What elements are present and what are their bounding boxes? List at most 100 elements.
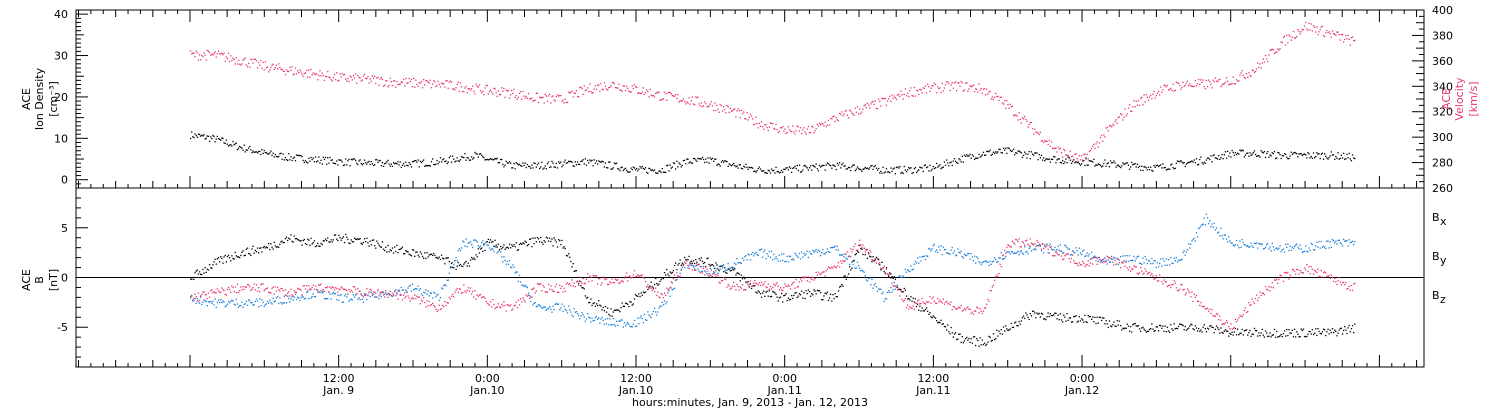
bx-point bbox=[741, 275, 742, 276]
bz-point bbox=[521, 301, 522, 302]
bz-point bbox=[366, 288, 367, 289]
bz-point bbox=[258, 287, 259, 288]
velocity-point bbox=[546, 95, 547, 96]
velocity-point bbox=[794, 133, 795, 134]
velocity-point bbox=[1055, 148, 1056, 149]
velocity-point bbox=[1211, 87, 1212, 88]
by-point bbox=[750, 259, 751, 260]
velocity-point bbox=[1347, 35, 1348, 36]
bx-point bbox=[528, 244, 529, 245]
bx-point bbox=[230, 260, 231, 261]
velocity-point bbox=[474, 93, 475, 94]
by-point bbox=[1178, 260, 1179, 261]
velocity-point bbox=[413, 78, 414, 79]
bx-point bbox=[344, 242, 345, 243]
bx-point bbox=[609, 315, 610, 316]
velocity-point bbox=[576, 90, 577, 91]
velocity-point bbox=[792, 125, 793, 126]
bx-point bbox=[860, 248, 861, 249]
density-point bbox=[854, 164, 855, 165]
velocity-point bbox=[964, 90, 965, 91]
velocity-point bbox=[1282, 42, 1283, 43]
velocity-point bbox=[380, 78, 381, 79]
bz-point bbox=[216, 293, 217, 294]
density-point bbox=[1217, 158, 1218, 159]
velocity-point bbox=[690, 104, 691, 105]
velocity-point bbox=[940, 92, 941, 93]
density-point bbox=[264, 150, 265, 151]
bx-point bbox=[972, 343, 973, 344]
velocity-point bbox=[326, 76, 327, 77]
by-point bbox=[596, 316, 597, 317]
density-point bbox=[1062, 160, 1063, 161]
by-point bbox=[346, 296, 347, 297]
by-point bbox=[1301, 248, 1302, 249]
by-point bbox=[1293, 248, 1294, 249]
density-point bbox=[860, 169, 861, 170]
by-point bbox=[875, 283, 876, 284]
density-point bbox=[609, 162, 610, 163]
velocity-point bbox=[306, 70, 307, 71]
bx-point bbox=[1133, 323, 1134, 324]
by-point bbox=[345, 294, 346, 295]
density-point bbox=[818, 170, 819, 171]
density-point bbox=[278, 156, 279, 157]
bx-point bbox=[449, 261, 450, 262]
by-point bbox=[425, 289, 426, 290]
density-point bbox=[443, 158, 444, 159]
by-point bbox=[997, 261, 998, 262]
density-point bbox=[877, 170, 878, 171]
by-point bbox=[373, 294, 374, 295]
velocity-point bbox=[523, 95, 524, 96]
bx-point bbox=[801, 291, 802, 292]
by-point bbox=[354, 296, 355, 297]
density-axis-title-2: Ion Density bbox=[33, 67, 46, 130]
velocity-point bbox=[237, 63, 238, 64]
density-point bbox=[250, 149, 251, 150]
bx-point bbox=[1217, 327, 1218, 328]
density-point bbox=[1049, 158, 1050, 159]
velocity-point bbox=[500, 94, 501, 95]
bx-point bbox=[240, 255, 241, 256]
by-point bbox=[851, 262, 852, 263]
velocity-point bbox=[775, 124, 776, 125]
bx-point bbox=[1001, 329, 1002, 330]
by-point bbox=[461, 247, 462, 248]
by-point bbox=[266, 303, 267, 304]
bx-point bbox=[471, 257, 472, 258]
bx-point bbox=[308, 240, 309, 241]
bx-point bbox=[555, 239, 556, 240]
bx-point bbox=[971, 338, 972, 339]
by-point bbox=[226, 305, 227, 306]
velocity-point bbox=[1082, 160, 1083, 161]
bx-point bbox=[257, 248, 258, 249]
density-point bbox=[837, 163, 838, 164]
velocity-point bbox=[230, 55, 231, 56]
density-point bbox=[546, 168, 547, 169]
bx-point bbox=[1171, 328, 1172, 329]
bx-point bbox=[1248, 332, 1249, 333]
velocity-point bbox=[1107, 127, 1108, 128]
velocity-point bbox=[223, 53, 224, 54]
density-point bbox=[471, 156, 472, 157]
velocity-point bbox=[381, 77, 382, 78]
bz-point bbox=[360, 291, 361, 292]
by-point bbox=[666, 301, 667, 302]
bx-point bbox=[1263, 335, 1264, 336]
density-point bbox=[793, 167, 794, 168]
velocity-point bbox=[743, 111, 744, 112]
bz-point bbox=[564, 288, 565, 289]
bx-point bbox=[1033, 311, 1034, 312]
velocity-point bbox=[1021, 123, 1022, 124]
velocity-point bbox=[351, 77, 352, 78]
velocity-point bbox=[201, 55, 202, 56]
by-point bbox=[964, 254, 965, 255]
density-point bbox=[222, 138, 223, 139]
density-point bbox=[607, 167, 608, 168]
bx-point bbox=[1130, 326, 1131, 327]
by-point bbox=[1252, 245, 1253, 246]
density-point bbox=[441, 161, 442, 162]
by-point bbox=[310, 297, 311, 298]
bx-point bbox=[409, 254, 410, 255]
velocity-point bbox=[579, 87, 580, 88]
